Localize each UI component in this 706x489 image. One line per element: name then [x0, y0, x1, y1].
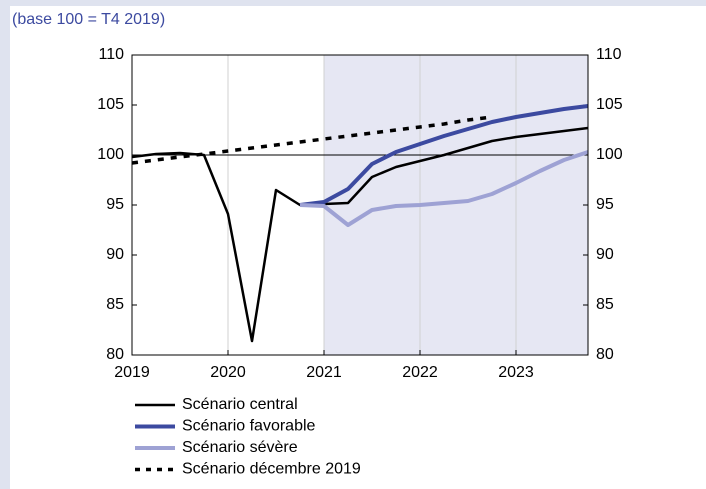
y2-tick-label: 105 — [596, 96, 623, 113]
y-tick-label: 100 — [97, 146, 124, 163]
y2-tick-label: 90 — [596, 246, 614, 263]
y-tick-label: 85 — [106, 296, 124, 313]
series-line — [131, 115, 493, 165]
legend-label: Scénario sévère — [182, 439, 298, 456]
y2-tick-label: 110 — [596, 46, 622, 63]
series-line — [299, 104, 589, 207]
y-tick-label: 90 — [106, 246, 124, 263]
y2-tick-label: 85 — [596, 296, 614, 313]
y-tick-label: 105 — [97, 96, 124, 113]
legend-label: Scénario central — [182, 396, 298, 413]
top-strip — [0, 0, 706, 6]
x-tick-label: 2023 — [498, 364, 534, 381]
series-line — [299, 150, 589, 227]
y-tick-label: 80 — [106, 346, 124, 363]
series-line — [131, 126, 589, 343]
legend-label: Scénario favorable — [182, 418, 316, 435]
left-strip — [0, 0, 10, 489]
x-tick-label: 2020 — [210, 364, 246, 381]
y2-tick-label: 80 — [596, 346, 614, 363]
y-tick-label: 110 — [98, 46, 124, 63]
y-tick-label: 95 — [106, 196, 124, 213]
subtitle: (base 100 = T4 2019) — [12, 11, 165, 28]
plot-frame — [131, 54, 589, 356]
x-tick-label: 2019 — [114, 364, 150, 381]
y2-tick-label: 100 — [596, 146, 623, 163]
y2-tick-label: 95 — [596, 196, 614, 213]
forecast-shade — [324, 55, 588, 355]
x-tick-label: 2022 — [402, 364, 438, 381]
x-tick-label: 2021 — [306, 364, 342, 381]
legend-label: Scénario décembre 2019 — [182, 461, 361, 478]
